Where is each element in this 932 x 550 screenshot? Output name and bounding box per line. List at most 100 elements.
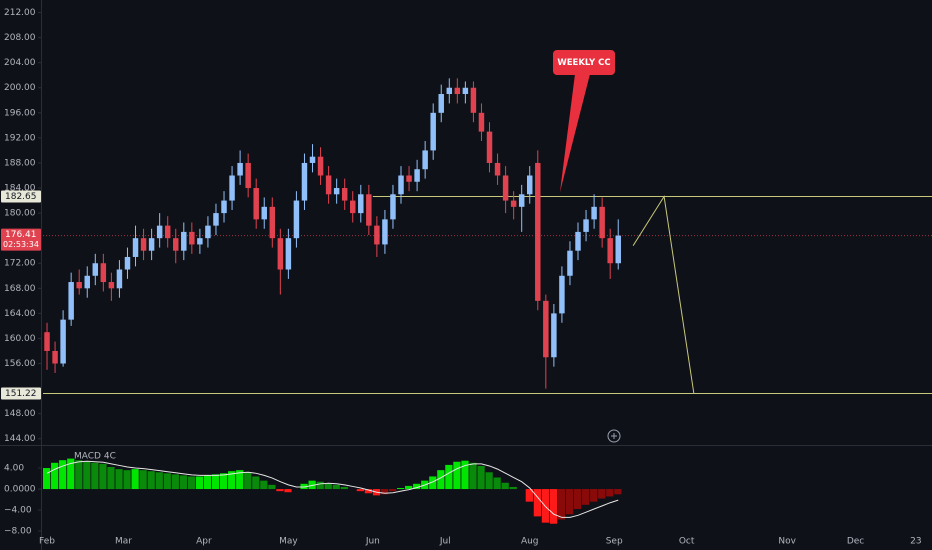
candle-body [116, 269, 123, 289]
candle-body [52, 350, 58, 364]
macd-bar [163, 473, 171, 490]
candle-body [100, 263, 107, 283]
macd-bar [51, 462, 59, 490]
macd-bar [606, 489, 614, 497]
y-tick-label: 172.00 [4, 259, 36, 269]
x-tick-label: Nov [778, 537, 796, 547]
candle-body [543, 300, 549, 358]
y-tick-label: 148.00 [4, 409, 36, 419]
macd-bar [477, 465, 485, 490]
macd-bar [67, 458, 75, 490]
macd-bar [332, 484, 340, 490]
macd-bar [380, 489, 389, 495]
x-tick-label: Aug [521, 537, 539, 547]
y-tick-label: 180.00 [4, 209, 36, 219]
candle-body [422, 150, 428, 170]
add-button[interactable] [607, 429, 621, 443]
candle-body [350, 200, 356, 214]
candle-body [309, 156, 316, 163]
y-tick-label: 164.00 [4, 309, 36, 319]
y-tick-label: 200.00 [4, 83, 36, 93]
macd-bar [598, 489, 606, 499]
candle-body [301, 162, 308, 201]
y-tick-label: 192.00 [4, 133, 36, 143]
y-tick-label: 184.00 [4, 184, 36, 194]
last-price-badge [1, 228, 41, 251]
candle-body [551, 313, 557, 358]
macd-bar [340, 486, 348, 490]
x-tick-label: Jun [365, 537, 380, 547]
x-tick-label: 23 [910, 537, 921, 547]
candle-body [535, 162, 541, 301]
macd-bar [244, 472, 252, 490]
candle-body [341, 188, 348, 201]
macd-bar [509, 486, 517, 490]
candle-body [583, 219, 589, 232]
macd-bar [187, 476, 196, 490]
candle-body [494, 162, 501, 176]
macd-bar [356, 489, 365, 492]
macd-bar [147, 471, 155, 490]
candle-body [486, 131, 493, 163]
candle-body [156, 225, 163, 239]
candle-body [518, 194, 525, 207]
callout-text: WEEKLY CC [557, 58, 610, 68]
macd-bar [316, 481, 324, 490]
candle-body [285, 238, 292, 270]
candle-body [430, 112, 436, 151]
candle-body [390, 194, 396, 220]
macd-bar [260, 480, 268, 490]
candle-body [575, 231, 581, 251]
add-circle[interactable] [607, 429, 621, 443]
macd-bar [236, 470, 244, 490]
candle-body [213, 213, 219, 226]
candle-body [221, 200, 227, 214]
x-tick-label: Mar [115, 537, 132, 547]
macd-bar [388, 489, 397, 492]
level-label: 182.65 [5, 192, 37, 202]
macd-signal [46, 460, 619, 518]
candle-body [446, 87, 453, 95]
candle-body [374, 225, 380, 245]
candle-body [253, 188, 259, 220]
macd-bar [485, 472, 493, 490]
level-label: 151.22 [5, 389, 37, 399]
macd-bar [300, 483, 308, 490]
candle-body [124, 256, 131, 270]
y-tick-label: 160.00 [4, 334, 36, 344]
macd-bar [614, 489, 622, 495]
y-tick-label: 212.00 [4, 8, 36, 18]
y-tick-label: 204.00 [4, 58, 36, 68]
macd-bar [549, 489, 558, 524]
macd-bar [219, 473, 228, 490]
macd-bar [179, 475, 188, 490]
candle-body [527, 175, 533, 195]
y-tick-label: 196.00 [4, 108, 36, 118]
candle-body [229, 175, 235, 201]
y-tick-label: 208.00 [4, 33, 36, 43]
macd-bar [107, 467, 115, 490]
macd-bar [195, 476, 204, 490]
macd-bar [461, 460, 469, 490]
candle-body [438, 94, 444, 113]
macd-bar [228, 471, 236, 490]
macd-bar [437, 470, 445, 490]
candle-body [245, 162, 251, 189]
candle-body [84, 275, 90, 289]
candle-body [358, 194, 364, 214]
candle-body [140, 238, 147, 251]
macd-bar [75, 460, 83, 490]
candle-body [60, 319, 66, 364]
macd-bar [276, 489, 284, 492]
candle-body [502, 175, 509, 201]
macd-bar [557, 489, 566, 520]
y-tick-label: 144.00 [4, 434, 36, 444]
candle-body [293, 200, 300, 239]
indicator-name: MACD 4C [74, 452, 116, 462]
candle-body [173, 238, 179, 251]
macd-bar [284, 489, 292, 493]
macd-bar [155, 472, 163, 490]
macd-bar [91, 462, 99, 490]
